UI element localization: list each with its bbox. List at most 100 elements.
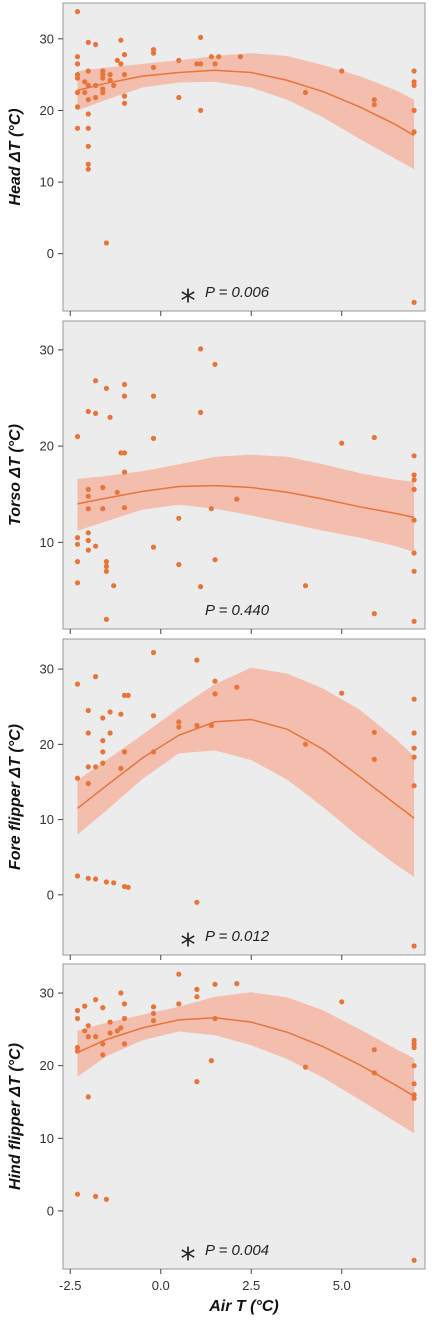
data-point [107, 77, 113, 83]
data-point [411, 1257, 417, 1263]
x-tick-label: 2.5 [242, 1278, 260, 1293]
data-point [118, 37, 124, 43]
data-point [208, 1058, 214, 1064]
data-point [194, 986, 200, 993]
data-point [194, 61, 200, 67]
data-point [176, 971, 182, 977]
data-point [411, 550, 417, 556]
data-point [121, 692, 128, 699]
data-point [121, 1015, 128, 1022]
data-point [121, 749, 128, 755]
data-point [103, 879, 109, 885]
data-point [93, 378, 99, 384]
data-point [85, 1034, 91, 1040]
y-tick-label: 10 [40, 1131, 54, 1146]
data-point [100, 749, 106, 755]
data-point [411, 1095, 417, 1101]
data-point [74, 54, 81, 60]
data-point [93, 1193, 99, 1199]
y-axis-label: Head ΔT (°C) [7, 108, 24, 205]
data-point [411, 129, 417, 135]
data-point [93, 997, 99, 1003]
data-point [100, 75, 106, 81]
data-point [85, 530, 91, 536]
data-point [198, 61, 204, 67]
data-point [371, 729, 377, 735]
data-point [121, 72, 128, 78]
data-point [150, 749, 157, 755]
data-point [85, 486, 91, 492]
panel-2: 10 20 30 Torso ΔT (°C) P = 0.440 [7, 320, 426, 634]
data-point [411, 1041, 417, 1047]
data-point [107, 709, 113, 715]
y-axis-label: Hind flipper ΔT (°C) [7, 1043, 24, 1190]
data-point [176, 724, 182, 730]
data-point [74, 1048, 81, 1054]
data-point [100, 89, 106, 96]
data-point [150, 1010, 157, 1017]
data-point [85, 68, 91, 74]
data-point [411, 472, 417, 478]
data-point [85, 1023, 91, 1029]
data-point [103, 385, 109, 391]
data-point [93, 764, 99, 770]
data-point [194, 657, 200, 663]
data-point [85, 1094, 91, 1100]
data-point [176, 57, 182, 63]
data-point [93, 410, 99, 416]
data-point [85, 537, 91, 544]
data-point [85, 111, 91, 117]
data-point [234, 496, 240, 502]
data-point [125, 884, 131, 890]
data-point [74, 125, 81, 131]
data-point [339, 68, 345, 74]
y-tick-label: 20 [40, 1058, 54, 1073]
data-point [118, 1025, 124, 1031]
data-point [74, 433, 81, 440]
data-point [118, 450, 124, 456]
data-point [194, 994, 200, 1000]
data-point [74, 580, 81, 586]
data-point [302, 583, 309, 589]
data-point [100, 68, 106, 74]
data-point [74, 61, 81, 67]
data-point [121, 450, 128, 456]
data-point [194, 899, 200, 905]
data-point [85, 547, 91, 553]
panel-3: 0 10 20 30 Fore flipper ΔT (°C) * P = 0.012 [7, 638, 426, 963]
data-point [107, 1030, 113, 1036]
p-value-label: P = 0.004 [205, 1242, 269, 1259]
data-point [194, 1079, 200, 1085]
data-point [100, 506, 106, 512]
data-point [234, 981, 240, 987]
data-point [74, 873, 81, 879]
data-point [212, 691, 218, 697]
data-point [100, 484, 106, 491]
data-point [93, 543, 99, 549]
data-point [176, 561, 182, 568]
data-point [212, 981, 218, 987]
data-point [125, 692, 131, 699]
data-point [118, 990, 124, 996]
data-point [74, 1191, 81, 1197]
fit-line [77, 484, 415, 519]
y-axis-label: Fore flipper ΔT (°C) [7, 724, 24, 870]
data-point [74, 559, 81, 565]
data-point [411, 1081, 417, 1087]
y-tick-label: 20 [40, 439, 54, 454]
significance-star: * [181, 284, 196, 319]
data-point [371, 756, 377, 763]
data-point [100, 738, 106, 744]
data-point [82, 89, 88, 96]
x-axis-label: Air T (°C) [208, 1298, 279, 1315]
data-point [107, 730, 113, 736]
data-point [150, 435, 157, 441]
data-point [411, 453, 417, 459]
data-point [74, 541, 81, 547]
data-point [411, 754, 417, 760]
data-point [371, 97, 377, 103]
data-point [198, 409, 204, 415]
data-point [85, 39, 91, 46]
data-point [411, 1063, 417, 1069]
data-point [198, 584, 204, 590]
